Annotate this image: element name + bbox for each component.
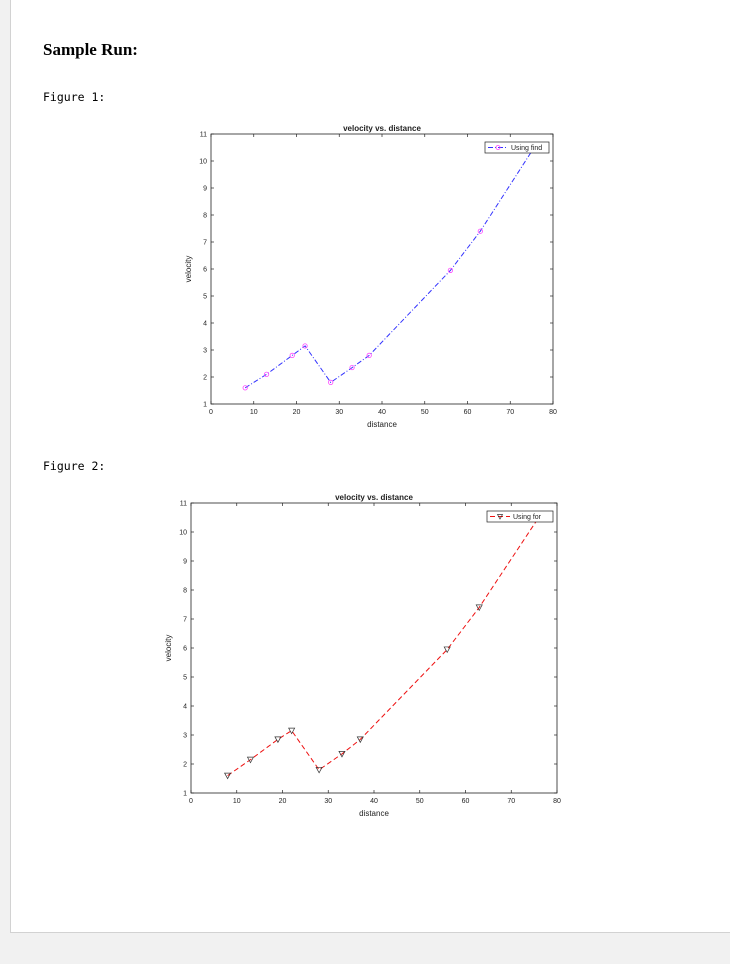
y-tick-label: 1	[183, 791, 187, 798]
y-tick-label: 10	[179, 530, 187, 537]
y-tick-label: 2	[203, 375, 207, 382]
data-point	[302, 343, 308, 349]
legend-marker	[496, 514, 504, 520]
data-point	[242, 385, 248, 391]
x-axis-label: distance	[359, 809, 389, 818]
x-tick-label: 0	[189, 798, 193, 805]
x-tick-label: 10	[233, 798, 241, 805]
legend-marker	[495, 145, 501, 150]
y-tick-label: 5	[203, 294, 207, 301]
x-tick-label: 70	[506, 409, 514, 416]
chart-title: velocity vs. distance	[343, 124, 421, 133]
x-tick-label: 30	[324, 798, 332, 805]
data-point	[366, 352, 372, 358]
y-tick-label: 3	[203, 348, 207, 355]
y-tick-label: 7	[203, 240, 207, 247]
x-tick-label: 80	[549, 409, 557, 416]
legend-label: Using find	[511, 145, 542, 152]
x-tick-label: 20	[279, 798, 287, 805]
x-tick-label: 10	[250, 409, 258, 416]
y-tick-label: 6	[203, 267, 207, 274]
y-tick-label: 2	[183, 762, 187, 769]
y-tick-label: 9	[203, 186, 207, 193]
y-tick-label: 9	[183, 559, 187, 566]
page-heading: Sample Run:	[43, 40, 138, 59]
x-axis-label: distance	[367, 420, 397, 429]
data-point	[224, 772, 232, 780]
y-tick-label: 4	[183, 704, 187, 711]
legend-label: Using for	[513, 514, 542, 521]
chart-title: velocity vs. distance	[335, 493, 413, 502]
x-tick-label: 40	[370, 798, 378, 805]
series-line	[227, 517, 540, 777]
y-tick-label: 11	[180, 501, 187, 508]
y-tick-label: 6	[183, 646, 187, 653]
y-tick-label: 8	[203, 213, 207, 220]
data-point	[338, 750, 346, 758]
x-tick-label: 50	[416, 798, 424, 805]
data-point	[475, 604, 483, 612]
figure-1-label: Figure 1:	[43, 90, 106, 104]
y-tick-label: 8	[183, 588, 187, 595]
data-point	[477, 228, 483, 234]
data-point	[246, 756, 255, 764]
data-point	[274, 736, 282, 744]
data-point	[263, 371, 270, 377]
data-point	[328, 379, 334, 385]
y-axis-label: velocity	[184, 256, 193, 283]
x-tick-label: 20	[293, 409, 301, 416]
legend-box	[486, 510, 554, 523]
series-line	[244, 144, 537, 389]
data-point	[356, 736, 364, 744]
y-tick-label: 3	[183, 733, 187, 740]
data-point	[288, 727, 296, 735]
figure-2-label: Figure 2:	[43, 459, 106, 473]
x-tick-label: 40	[378, 409, 386, 416]
data-point	[315, 766, 323, 774]
data-point	[349, 364, 355, 371]
x-tick-label: 50	[421, 409, 429, 416]
y-tick-label: 7	[183, 617, 187, 624]
y-axis-label: velocity	[164, 635, 173, 662]
x-tick-label: 70	[507, 798, 515, 805]
x-tick-label: 60	[462, 798, 470, 805]
plot-area	[190, 502, 558, 794]
y-tick-label: 4	[203, 321, 207, 328]
x-tick-label: 60	[464, 409, 472, 416]
data-point	[447, 267, 453, 273]
x-tick-label: 30	[335, 409, 343, 416]
legend-box	[484, 141, 550, 154]
y-tick-label: 10	[199, 159, 207, 166]
x-tick-label: 80	[553, 798, 561, 805]
x-tick-label: 0	[209, 409, 213, 416]
data-point	[289, 352, 295, 358]
y-tick-label: 5	[183, 675, 187, 682]
y-tick-label: 1	[203, 402, 207, 409]
data-point	[443, 646, 451, 654]
y-tick-label: 11	[200, 132, 207, 139]
